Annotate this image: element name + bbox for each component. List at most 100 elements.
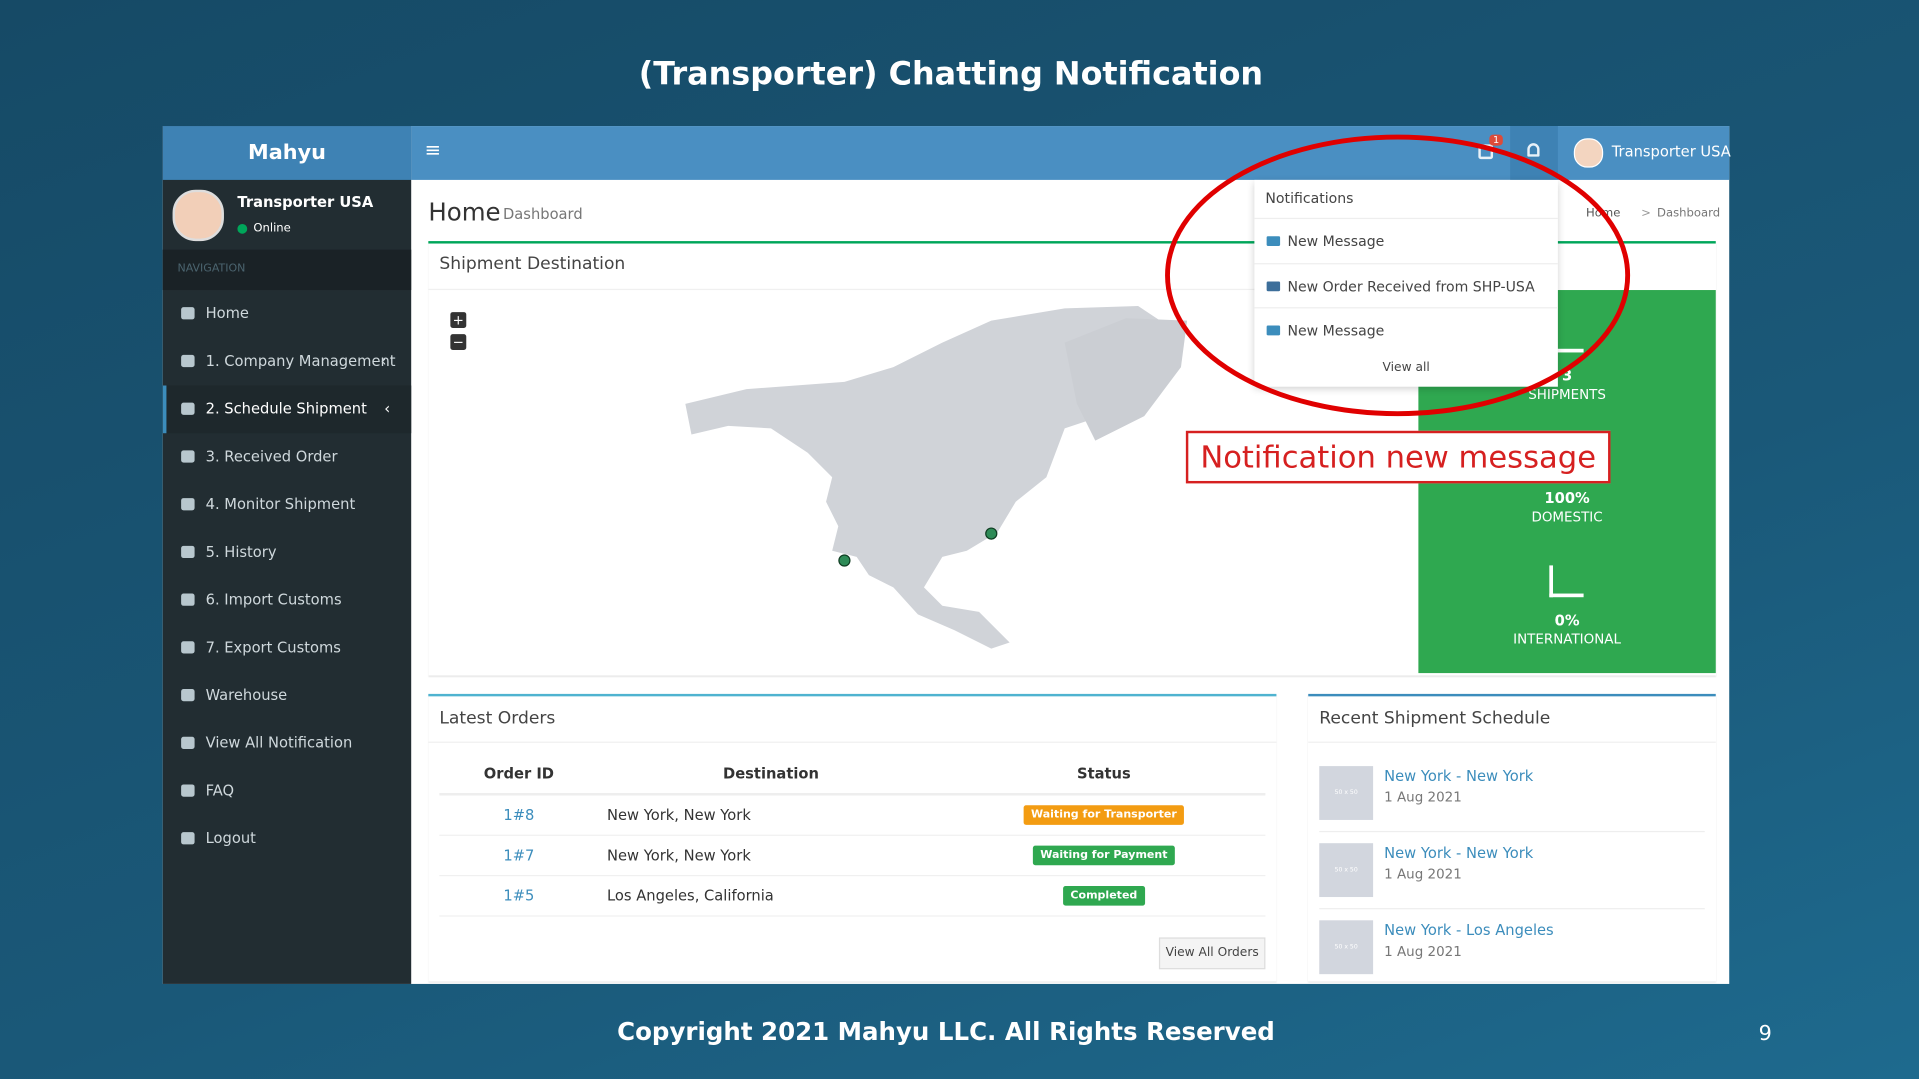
chevron: ‹ <box>380 352 387 370</box>
nav-label: Warehouse <box>205 686 288 704</box>
nav-label: FAQ <box>205 782 235 800</box>
dropdown-header: Notifications <box>1265 189 1354 207</box>
nav-item[interactable]: 1. Company Management ‹ <box>163 338 411 386</box>
stat-value: 100% <box>1544 489 1590 507</box>
nav-icon <box>181 641 195 654</box>
nav-item[interactable]: 5. History <box>163 529 411 577</box>
date: 1 Aug 2021 <box>1384 789 1462 806</box>
orders-title: Latest Orders <box>439 708 556 729</box>
map-point[interactable] <box>838 554 851 567</box>
nav-icon <box>181 307 195 320</box>
nav-item[interactable]: Logout <box>163 815 411 863</box>
status-badge: Waiting for Transporter <box>1023 805 1185 825</box>
nav-label: 1. Company Management <box>205 352 396 370</box>
nav-icon <box>181 545 195 559</box>
nav-label: 5. History <box>205 543 277 561</box>
nav-icon <box>181 498 195 511</box>
chevron: ‹ <box>384 400 391 418</box>
slide-title: (Transporter) Chatting Notification <box>638 56 1264 94</box>
nav-label: 6. Import Customs <box>205 591 342 609</box>
bell-icon <box>1527 143 1540 157</box>
map-point[interactable] <box>985 527 998 540</box>
nav-label: 3. Received Order <box>205 447 338 466</box>
breadcrumb-current: Dashboard <box>1657 206 1721 221</box>
thumbnail: 50 x 50 <box>1319 843 1374 898</box>
view-all[interactable]: View all <box>1382 361 1430 375</box>
nav-header-bg <box>162 249 412 291</box>
zoom-in[interactable]: + <box>450 312 467 328</box>
nav-icon <box>181 832 195 845</box>
notification-item[interactable]: New Message <box>1254 217 1558 263</box>
notification-text: New Message <box>1287 321 1385 339</box>
user-status: Online <box>253 221 291 235</box>
notification-icon <box>1266 236 1281 246</box>
nav-label: View All Notification <box>205 734 353 752</box>
column-header: Destination <box>723 764 819 783</box>
nav-label: 4. Monitor Shipment <box>205 495 356 513</box>
nav-label: Home <box>205 304 249 322</box>
nav-icon <box>181 593 195 606</box>
notification-dropdown <box>1254 179 1558 387</box>
notification-item[interactable]: New Message <box>1254 307 1558 352</box>
item-rule <box>1319 908 1705 910</box>
schedule-title: Recent Shipment Schedule <box>1319 708 1551 729</box>
notification-text: New Order Received from SHP-USA <box>1287 277 1535 295</box>
row-rule <box>439 915 1266 917</box>
route[interactable]: New York - New York <box>1384 767 1534 785</box>
thumbnail: 50 x 50 <box>1319 920 1374 975</box>
annotation: Notification new message <box>1185 430 1611 484</box>
menu-toggle[interactable]: ≡ <box>424 138 442 162</box>
order-id[interactable]: 1#5 <box>503 887 535 905</box>
nav-item[interactable]: FAQ <box>163 767 411 815</box>
page-subtitle: Dashboard <box>502 205 583 223</box>
nav-icon <box>181 688 195 702</box>
status-dot <box>237 223 248 234</box>
stat-label: INTERNATIONAL <box>1513 631 1622 648</box>
schedule-panel <box>1308 693 1716 982</box>
breadcrumb-sep: > <box>1641 206 1651 221</box>
nav-header: NAVIGATION <box>177 263 246 276</box>
date: 1 Aug 2021 <box>1384 943 1462 960</box>
nav-item[interactable]: 3. Received Order <box>163 433 411 481</box>
row-rule <box>439 875 1266 877</box>
stat-label: DOMESTIC <box>1531 509 1603 526</box>
destination: New York, New York <box>607 846 751 865</box>
nav-item[interactable]: Warehouse <box>163 672 411 720</box>
nav-item[interactable]: 6. Import Customs <box>163 576 411 624</box>
header-rule <box>439 793 1266 796</box>
ellipse <box>1165 134 1631 417</box>
map <box>685 305 1188 649</box>
status-badge: Completed <box>1063 886 1145 906</box>
route[interactable]: New York - Los Angeles <box>1384 921 1554 939</box>
status-badge: Waiting for Payment <box>1032 845 1175 866</box>
highlight-ellipse <box>1165 134 1631 417</box>
nav-label: 2. Schedule Shipment <box>205 400 367 418</box>
divider <box>428 741 1277 743</box>
nav-item[interactable]: 2. Schedule Shipment ‹ <box>162 385 412 434</box>
topbar-avatar <box>1573 138 1604 168</box>
item-rule <box>1319 830 1705 833</box>
nav-icon <box>181 354 195 368</box>
page-title: Home <box>428 197 501 227</box>
notification-text: New Message <box>1287 232 1385 250</box>
notification-icon <box>1266 280 1281 291</box>
brand[interactable]: Mahyu <box>162 126 412 180</box>
nav-icon <box>181 402 195 415</box>
orders-panel <box>428 693 1277 982</box>
nav-icon <box>181 736 195 749</box>
topbar-user[interactable]: Transporter USA <box>1611 143 1731 161</box>
notification-item[interactable]: New Order Received from SHP-USA <box>1254 262 1558 308</box>
divider <box>1308 741 1716 743</box>
nav-item[interactable]: 7. Export Customs <box>163 624 411 672</box>
zoom-out[interactable]: − <box>450 334 467 351</box>
page-number: 9 <box>1758 1021 1772 1047</box>
nav-item[interactable]: Home <box>163 290 411 338</box>
route[interactable]: New York - New York <box>1384 844 1534 862</box>
order-id[interactable]: 1#7 <box>503 846 535 865</box>
nav-item[interactable]: 4. Monitor Shipment <box>163 481 411 529</box>
order-id[interactable]: 1#8 <box>503 806 535 824</box>
thumbnail: 50 x 50 <box>1319 766 1374 820</box>
view-all-orders[interactable]: View All Orders <box>1158 937 1266 970</box>
nav-item[interactable]: View All Notification <box>163 720 411 768</box>
